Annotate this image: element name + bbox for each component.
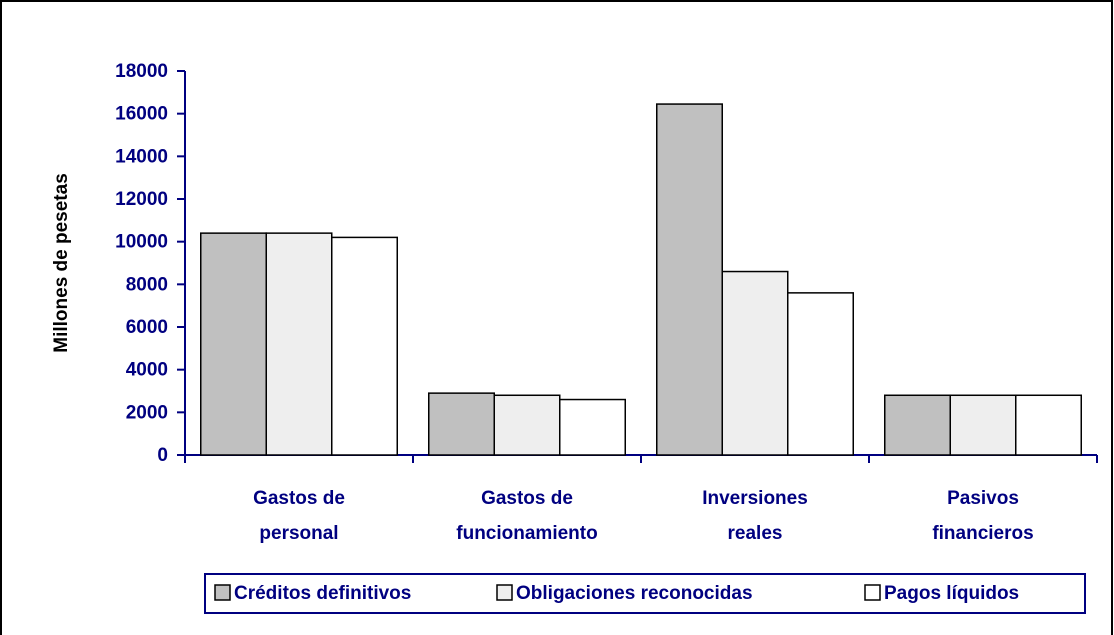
bar — [493, 394, 561, 456]
bar — [331, 236, 398, 456]
bar — [656, 103, 723, 456]
bar — [721, 270, 789, 456]
x-tick-label: Pasivos financieros — [932, 488, 1033, 544]
y-tick-label: 2000 — [126, 402, 168, 423]
y-axis-label: Millones de pesetas — [51, 173, 72, 353]
legend-swatch — [864, 584, 881, 601]
y-tick-label: 4000 — [126, 360, 168, 381]
bar — [428, 392, 495, 456]
legend-box — [204, 573, 1086, 614]
legend-swatch — [214, 584, 231, 601]
x-tick-label: Inversiones reales — [702, 488, 808, 544]
legend-label: Obligaciones reconocidas — [516, 583, 753, 604]
y-tick-label: 6000 — [126, 317, 168, 338]
bar — [949, 394, 1017, 456]
x-tick-label: Gastos de personal — [253, 488, 345, 544]
bar — [559, 398, 626, 456]
legend-swatch — [496, 584, 513, 601]
y-tick-label: 12000 — [115, 189, 168, 210]
y-tick-label: 18000 — [115, 61, 168, 82]
legend-label: Pagos líquidos — [884, 583, 1019, 604]
x-tick-label: Gastos de funcionamiento — [456, 488, 597, 544]
y-tick-label: 14000 — [115, 146, 168, 167]
y-tick-label: 10000 — [115, 232, 168, 253]
y-tick-label: 8000 — [126, 274, 168, 295]
bar — [1015, 394, 1082, 456]
y-tick-label: 0 — [157, 445, 168, 466]
bar — [265, 232, 333, 456]
bar — [200, 232, 267, 456]
y-tick-label: 16000 — [115, 104, 168, 125]
bar — [884, 394, 951, 456]
bar — [787, 292, 854, 456]
legend-label: Créditos definitivos — [234, 583, 411, 604]
